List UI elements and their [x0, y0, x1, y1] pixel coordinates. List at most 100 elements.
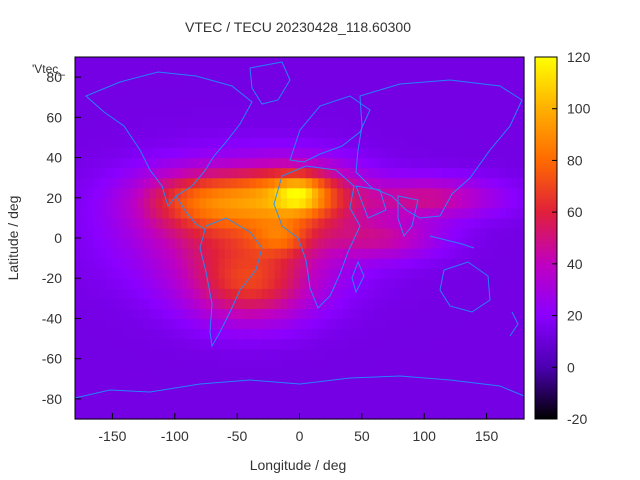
heat-cell — [174, 398, 182, 410]
heat-cell — [480, 187, 488, 199]
heat-cell — [193, 127, 201, 139]
heat-cell — [480, 167, 488, 179]
heat-cell — [343, 67, 350, 78]
heat-cell — [355, 238, 363, 249]
heat-cell — [455, 268, 463, 279]
heat-cell — [81, 378, 89, 390]
heat-cell — [230, 197, 238, 209]
heat-cell — [436, 318, 444, 330]
heat-cell — [474, 117, 481, 128]
heat-cell — [417, 197, 425, 209]
heat-cell — [486, 398, 494, 410]
heat-cell — [280, 238, 288, 249]
heat-cell — [293, 157, 301, 169]
heat-cell — [499, 388, 506, 400]
coastline-greenland — [249, 61, 291, 105]
heat-cell — [230, 87, 238, 98]
heat-cell — [305, 298, 313, 309]
heat-cell — [162, 328, 170, 340]
heat-cell — [137, 378, 145, 390]
heat-cell — [424, 268, 432, 279]
heat-cell — [393, 408, 400, 420]
heat-cell — [149, 248, 157, 259]
heat-cell — [106, 308, 114, 320]
heat-cell — [405, 278, 413, 289]
heat-cell — [324, 227, 332, 239]
heat-cell — [330, 107, 338, 118]
heat-cell — [243, 97, 251, 108]
heat-cell — [511, 207, 519, 219]
heat-cell — [218, 147, 226, 159]
heat-cell — [249, 348, 257, 360]
heat-cell — [318, 107, 326, 118]
heat-cell — [349, 67, 357, 78]
heat-cell — [411, 328, 419, 340]
heat-cell — [168, 217, 176, 229]
heat-cell — [137, 338, 145, 350]
heat-cell — [343, 177, 350, 189]
heat-cell — [393, 288, 400, 299]
heat-cell — [87, 107, 95, 118]
heat-cell — [318, 167, 326, 179]
heat-cell — [224, 67, 232, 78]
heat-cell — [467, 268, 475, 279]
heat-cell — [355, 147, 363, 159]
heat-cell — [343, 147, 350, 159]
heat-cell — [368, 57, 375, 68]
heat-cell — [287, 157, 294, 169]
heat-cell — [467, 127, 475, 139]
heat-cell — [99, 398, 107, 410]
heat-cell — [81, 408, 89, 420]
heat-cell — [174, 87, 182, 98]
heat-cell — [474, 368, 481, 380]
heat-cell — [205, 127, 213, 139]
heat-cell — [112, 408, 120, 420]
heat-cell — [187, 157, 195, 169]
heat-cell — [75, 117, 82, 128]
heat-cell — [499, 207, 506, 219]
heat-cell — [75, 147, 82, 159]
heat-cell — [162, 378, 170, 390]
heat-cell — [199, 197, 207, 209]
heat-cell — [268, 348, 276, 360]
heat-cell — [511, 328, 519, 340]
heat-cell — [355, 348, 363, 360]
heat-cell — [311, 318, 319, 330]
heat-cell — [442, 177, 450, 189]
heat-cell — [181, 97, 188, 108]
heat-cell — [324, 388, 332, 400]
heat-cell — [330, 207, 338, 219]
heat-cell — [287, 358, 294, 370]
heat-cell — [224, 97, 232, 108]
heat-cell — [399, 288, 407, 299]
heat-cell — [374, 227, 382, 239]
heat-cell — [349, 288, 357, 299]
heat-cell — [255, 318, 263, 330]
heat-cell — [255, 117, 263, 128]
heat-cell — [237, 378, 244, 390]
heat-cell — [505, 238, 513, 249]
heat-cell — [486, 177, 494, 189]
heat-cell — [380, 147, 388, 159]
heat-cell — [399, 107, 407, 118]
heat-cell — [137, 167, 145, 179]
heat-cell — [75, 368, 82, 380]
heat-cell — [106, 258, 114, 269]
heat-cell — [124, 408, 132, 420]
heat-cell — [417, 177, 425, 189]
heat-cell — [112, 298, 120, 309]
heat-cell — [99, 117, 107, 128]
heat-cell — [162, 167, 170, 179]
heat-cell — [336, 197, 344, 209]
heat-cell — [75, 207, 82, 219]
heat-cell — [112, 147, 120, 159]
heat-cell — [380, 288, 388, 299]
heat-cell — [386, 87, 394, 98]
heat-cell — [424, 238, 432, 249]
heat-cell — [255, 227, 263, 239]
heat-cell — [343, 77, 350, 88]
heat-cell — [249, 177, 257, 189]
heat-cell — [87, 318, 95, 330]
heat-cell — [411, 238, 419, 249]
heat-cell — [174, 107, 182, 118]
